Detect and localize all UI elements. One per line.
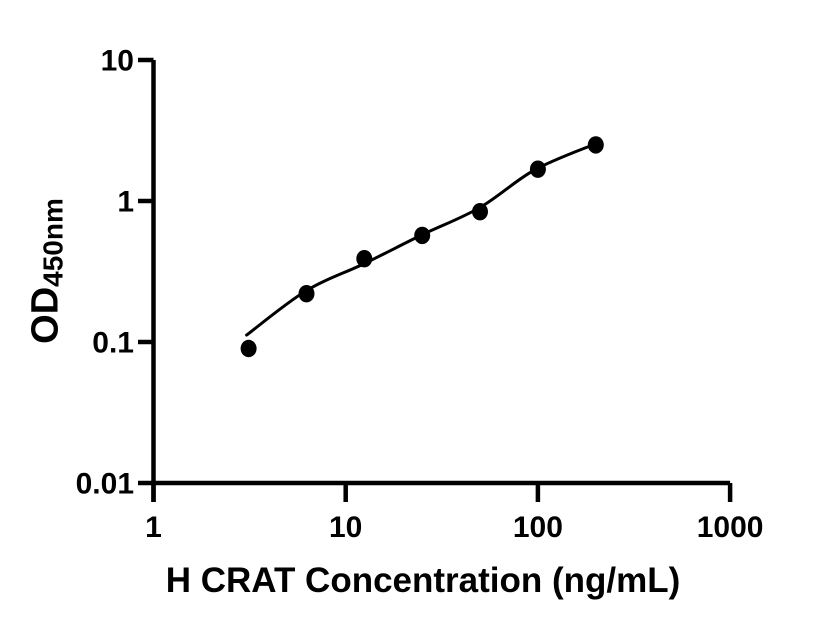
data-point [529, 160, 546, 178]
x-axis-title-text: H CRAT Concentration (ng/mL) [165, 561, 681, 600]
x-tick-label: 1000 [697, 511, 764, 544]
x-tick-label: 1 [145, 511, 162, 544]
data-point [240, 339, 257, 358]
y-axis-title-subscript: 450nm [37, 198, 69, 287]
y-tick-label: 0.01 [76, 468, 134, 501]
data-point [472, 203, 488, 221]
data-point [414, 226, 431, 245]
y-tick-label: 10 [101, 45, 134, 78]
data-point [587, 136, 604, 154]
data-point [356, 250, 373, 268]
data-point [298, 285, 315, 303]
x-tick-label: 10 [329, 511, 362, 544]
y-axis-title: OD450nm [24, 198, 69, 344]
x-axis-title: H CRAT Concentration (ng/mL) [166, 563, 681, 598]
x-tick-label: 100 [513, 511, 563, 544]
y-tick-label: 0.1 [92, 327, 134, 360]
y-axis-title-main: OD [24, 286, 67, 344]
y-tick-label: 1 [117, 186, 134, 219]
